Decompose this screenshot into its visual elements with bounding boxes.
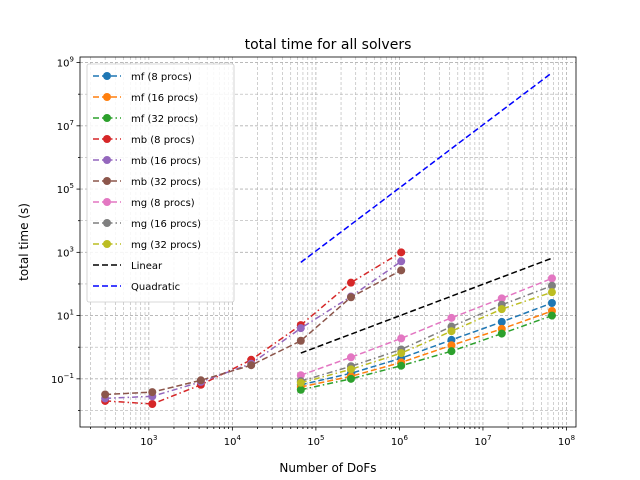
data-point-mf-8-procs: [547, 298, 556, 307]
x-tick-label: 103: [140, 434, 157, 448]
plot-series: [101, 72, 556, 409]
legend: mf (8 procs) mf (16 procs) mf (32 procs) mb…: [86, 63, 235, 303]
legend-marker: [103, 177, 111, 185]
legend-label: mf (32 procs): [131, 114, 198, 125]
y-tick-label: 109: [57, 56, 74, 70]
legend-marker: [103, 93, 111, 101]
data-point-mf-16-procs: [447, 341, 456, 350]
x-tick-label: 107: [474, 434, 491, 448]
data-point-mb-32-procs: [397, 266, 406, 275]
axes-spines: [79, 56, 577, 428]
data-point-mg-8-procs: [497, 294, 506, 303]
series-line-quadratic: [300, 72, 553, 263]
data-point-mb-32-procs: [346, 293, 355, 302]
y-tick-label: 105: [57, 182, 74, 196]
data-point-mb-32-procs: [148, 388, 157, 397]
data-point-mg-32-procs: [497, 305, 506, 314]
data-point-mg-16-procs: [547, 281, 556, 290]
series-line-mg-32-procs: [300, 291, 553, 384]
x-axis-label: Number of DoFs: [279, 461, 376, 475]
x-tick-label: 106: [391, 434, 409, 448]
x-tick-label: 108: [558, 434, 575, 448]
data-point-mf-32-procs: [547, 311, 556, 320]
data-point-mb-32-procs: [196, 376, 205, 385]
legend-box: [86, 63, 235, 303]
legend-label: Quadratic: [131, 282, 180, 293]
data-point-mf-8-procs: [497, 317, 506, 326]
data-point-mb-16-procs: [397, 257, 406, 266]
data-point-mb-32-procs: [101, 390, 110, 399]
legend-label: mf (8 procs): [131, 72, 192, 83]
legend-marker: [103, 72, 111, 80]
data-point-mg-8-procs: [547, 274, 556, 283]
legend-label: mf (16 procs): [131, 93, 198, 104]
legend-label: mg (32 procs): [131, 240, 201, 251]
y-tick-label: 107: [57, 119, 74, 133]
y-tick-label: 101: [57, 309, 74, 323]
legend-marker: [103, 240, 111, 248]
y-axis-label: total time (s): [17, 203, 31, 281]
axis-ticks: 103 104 105 106 107 108 10−1 101 103 105 107 109: [51, 56, 575, 448]
data-point-mb-32-procs: [296, 336, 305, 345]
data-point-mb-16-procs: [296, 324, 305, 333]
legend-label: mb (32 procs): [131, 177, 201, 188]
data-point-mf-32-procs: [346, 374, 355, 383]
legend-marker: [103, 135, 111, 143]
legend-label: mb (8 procs): [131, 135, 195, 146]
data-point-mb-8-procs: [148, 400, 157, 409]
data-point-mf-32-procs: [447, 347, 456, 356]
y-tick-label: 10−1: [51, 372, 74, 386]
data-point-mf-32-procs: [397, 361, 406, 370]
data-point-mg-32-procs: [346, 365, 355, 374]
data-point-mf-32-procs: [296, 385, 305, 394]
legend-label: Linear: [131, 261, 163, 272]
data-point-mg-32-procs: [447, 327, 456, 336]
y-tick-label: 103: [57, 245, 74, 259]
chart-title: total time for all solvers: [245, 37, 412, 53]
x-tick-label: 104: [224, 434, 242, 448]
data-point-mg-8-procs: [447, 313, 456, 322]
legend-marker: [103, 219, 111, 227]
axes-frame: [79, 56, 577, 428]
legend-label: mg (16 procs): [131, 219, 201, 230]
series-line-mg-16-procs: [300, 284, 553, 382]
legend-marker: [103, 198, 111, 206]
legend-marker: [103, 156, 111, 164]
series-line-mf-16-procs: [300, 310, 553, 388]
x-tick-label: 105: [307, 434, 324, 448]
data-point-mg-32-procs: [547, 288, 556, 297]
data-point-mf-32-procs: [497, 329, 506, 338]
legend-label: mg (8 procs): [131, 198, 195, 209]
data-point-mg-8-procs: [346, 353, 355, 362]
data-point-mb-8-procs: [397, 248, 406, 257]
series-line-mf-32-procs: [300, 314, 553, 391]
data-point-mb-32-procs: [247, 361, 256, 370]
series-line-mf-8-procs: [300, 302, 553, 386]
legend-marker: [103, 114, 111, 122]
data-point-mg-8-procs: [397, 334, 406, 343]
data-point-mg-32-procs: [397, 349, 406, 358]
legend-label: mb (16 procs): [131, 156, 201, 167]
data-point-mg-8-procs: [296, 371, 305, 380]
data-point-mg-32-procs: [296, 378, 305, 387]
data-point-mb-8-procs: [346, 278, 355, 287]
